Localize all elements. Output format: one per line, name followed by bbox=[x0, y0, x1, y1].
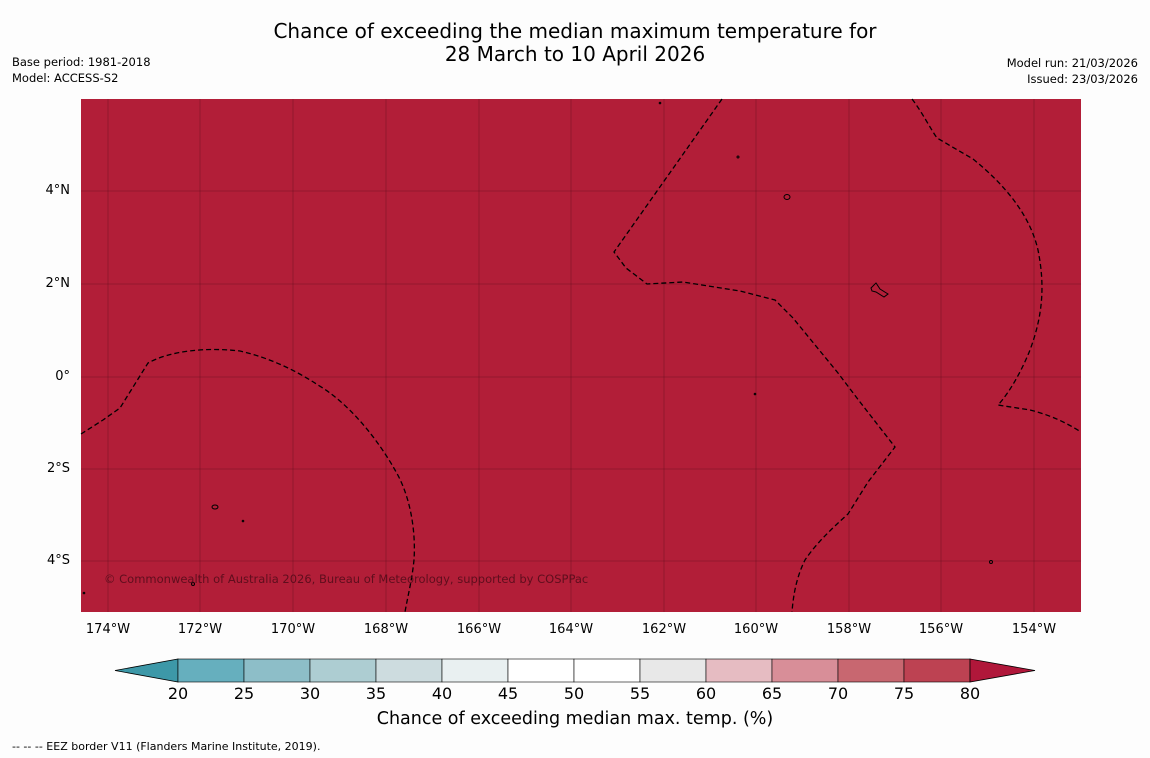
island bbox=[870, 282, 889, 298]
colorbar-tick: 45 bbox=[497, 684, 519, 703]
colorbar-tick: 70 bbox=[827, 684, 849, 703]
eez-border-east bbox=[911, 98, 1082, 433]
colorbar-tick: 35 bbox=[365, 684, 387, 703]
island bbox=[241, 519, 245, 523]
colorbar-segment bbox=[639, 658, 707, 683]
lat-label: 2°S bbox=[46, 461, 70, 476]
eez-border-west bbox=[80, 348, 416, 613]
lon-label: 168°W bbox=[363, 622, 409, 637]
lat-label: 4°S bbox=[46, 553, 70, 568]
map-title-line1: Chance of exceeding the median maximum t… bbox=[273, 19, 877, 43]
colorbar-segment bbox=[309, 658, 377, 683]
island bbox=[736, 155, 740, 159]
island bbox=[211, 504, 219, 510]
colorbar-segment bbox=[837, 658, 905, 683]
model-name: Model: ACCESS-S2 bbox=[12, 71, 119, 85]
colorbar-tick: 25 bbox=[233, 684, 255, 703]
colorbar-tick: 30 bbox=[299, 684, 321, 703]
island bbox=[658, 101, 662, 105]
map-area bbox=[81, 99, 1081, 612]
colorbar-tick: 50 bbox=[563, 684, 585, 703]
eez-borders bbox=[80, 98, 1082, 613]
lon-label: 162°W bbox=[641, 622, 687, 637]
lon-label: 156°W bbox=[918, 622, 964, 637]
island bbox=[82, 591, 86, 595]
colorbar-segment bbox=[705, 658, 773, 683]
issued-date: Issued: 23/03/2026 bbox=[1027, 72, 1138, 86]
lon-label: 154°W bbox=[1011, 622, 1057, 637]
lon-label: 170°W bbox=[270, 622, 316, 637]
colorbar-tick: 65 bbox=[761, 684, 783, 703]
colorbar bbox=[114, 658, 1036, 683]
lat-label: 2°N bbox=[45, 276, 71, 291]
colorbar-segment bbox=[903, 658, 971, 683]
meta-right: Model run: 21/03/2026 Issued: 23/03/2026 bbox=[1007, 55, 1138, 87]
colorbar-tick: 55 bbox=[629, 684, 651, 703]
colorbar-tick: 80 bbox=[959, 684, 981, 703]
colorbar-label: Chance of exceeding median max. temp. (%… bbox=[376, 709, 774, 729]
colorbar-segment bbox=[573, 658, 641, 683]
lat-label: 0° bbox=[55, 369, 70, 384]
colorbar-extend-high bbox=[969, 658, 1036, 683]
island bbox=[191, 582, 195, 586]
colorbar-segment bbox=[243, 658, 311, 683]
lat-label: 4°N bbox=[45, 183, 71, 198]
colorbar-segment bbox=[177, 658, 245, 683]
colorbar-tick: 40 bbox=[431, 684, 453, 703]
graticule bbox=[81, 99, 1081, 612]
island bbox=[753, 392, 757, 396]
eez-legend: -- -- -- EEZ border V11 (Flanders Marine… bbox=[12, 740, 321, 753]
colorbar-segment bbox=[507, 658, 575, 683]
colorbar-segment bbox=[771, 658, 839, 683]
eez-border-central bbox=[613, 98, 896, 613]
base-period: Base period: 1981-2018 bbox=[12, 55, 151, 69]
colorbar-tick: 60 bbox=[695, 684, 717, 703]
island bbox=[783, 194, 791, 200]
model-run: Model run: 21/03/2026 bbox=[1006, 56, 1138, 70]
lon-label: 158°W bbox=[826, 622, 872, 637]
lon-label: 166°W bbox=[456, 622, 502, 637]
lon-label: 172°W bbox=[177, 622, 223, 637]
lon-label: 174°W bbox=[85, 622, 131, 637]
copyright-text: © Commonwealth of Australia 2026, Bureau… bbox=[104, 572, 588, 586]
colorbar-tick: 75 bbox=[893, 684, 915, 703]
colorbar-segment bbox=[441, 658, 509, 683]
islands bbox=[82, 101, 993, 595]
colorbar-segment bbox=[375, 658, 443, 683]
colorbar-extend-low bbox=[114, 658, 179, 683]
lon-label: 160°W bbox=[733, 622, 779, 637]
meta-left: Base period: 1981-2018 Model: ACCESS-S2 bbox=[12, 54, 151, 86]
map-title-line2: 28 March to 10 April 2026 bbox=[444, 42, 706, 66]
lon-label: 164°W bbox=[548, 622, 594, 637]
island bbox=[989, 560, 993, 564]
colorbar-tick: 20 bbox=[167, 684, 189, 703]
